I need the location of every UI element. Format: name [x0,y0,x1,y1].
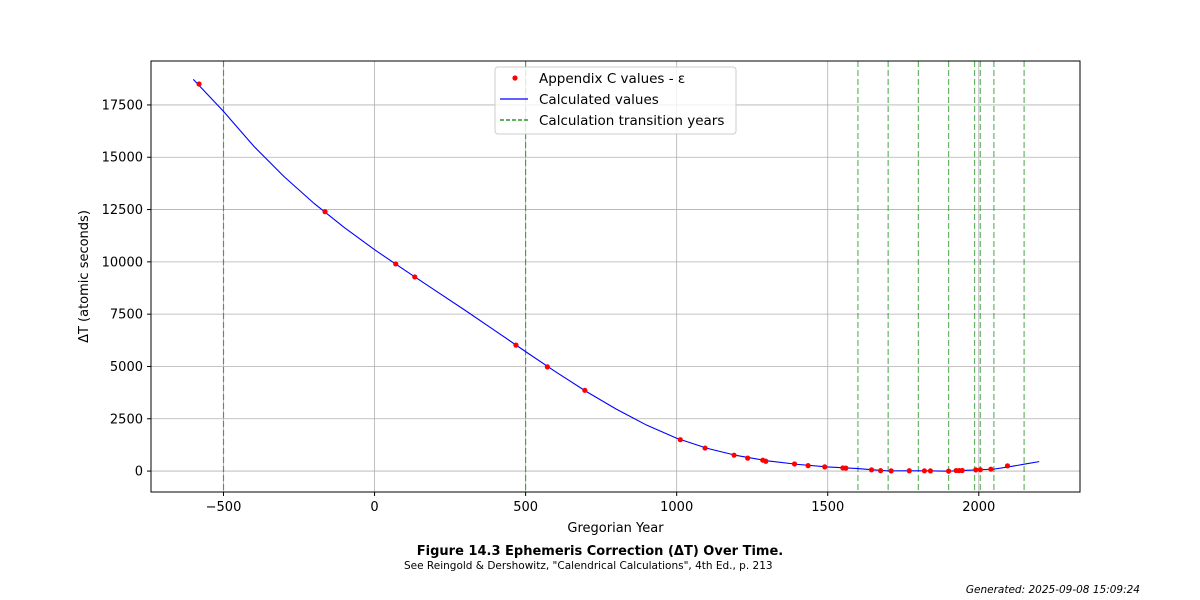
appendix-c-point [822,464,828,470]
legend-box [494,66,737,135]
legend-label-points: Appendix C values - ε [539,71,685,87]
appendix-c-point [959,467,965,474]
plot-frame [150,60,1081,493]
appendix-c-point [927,468,934,474]
x-tick-label: 1000 [660,500,693,515]
x-tick-label: 500 [513,500,538,515]
x-tick-label: −500 [206,500,242,515]
appendix-c-point [763,458,769,464]
x-tick-label: 0 [370,500,378,515]
appendix-c-point [412,274,418,280]
y-tick-label: 5000 [110,360,143,375]
appendix-c-point [977,467,983,473]
y-axis-label: ΔT (atomic seconds) [77,210,92,343]
y-axis-ticks: 0 2500 5000 7500 10000 12500 15000 17500 [102,98,151,480]
y-tick-label: 12500 [102,203,143,218]
calculated-values-series [192,79,1040,472]
appendix-c-point [945,468,952,474]
legend-label-vline: Calculation transition years [539,113,724,129]
appendix-c-point [731,452,737,458]
y-tick-label: 15000 [102,151,143,166]
appendix-c-point [973,467,979,473]
y-tick-label: 2500 [110,412,143,427]
figure-caption-title: Figure 14.3 Ephemeris Correction (ΔT) Ov… [416,544,784,559]
appendix-c-point [196,81,202,87]
x-tick-label: 1500 [811,500,844,515]
y-tick-label: 10000 [102,255,143,270]
appendix-c-point [702,445,708,451]
figure-caption-subtitle: See Reingold & Dershowitz, "Calendrical … [404,560,773,572]
legend: Appendix C values - ε Calculated values … [494,66,737,135]
appendix-c-point [1004,463,1011,469]
appendix-c-point [582,387,588,393]
y-tick-label: 17500 [102,98,143,113]
appendix-c-points [196,81,1011,474]
appendix-c-point [393,261,399,267]
appendix-c-point [791,461,798,467]
appendix-c-point [906,468,912,474]
y-tick-label: 7500 [110,308,143,323]
appendix-c-point [988,466,994,472]
calculated-values-line [192,79,1040,472]
generated-timestamp: Generated: 2025-09-08 15:09:24 [965,584,1140,596]
appendix-c-point [843,465,849,471]
x-axis-ticks: −500 0 500 1000 1500 2000 [206,492,995,515]
x-axis-label: Gregorian Year [567,521,664,536]
appendix-c-point [322,209,328,215]
legend-marker-points [512,75,518,81]
appendix-c-point [677,437,683,443]
appendix-c-point [745,455,751,461]
appendix-c-point [921,468,928,474]
x-tick-label: 2000 [962,500,995,515]
legend-label-line: Calculated values [539,92,659,108]
appendix-c-point [888,468,894,474]
appendix-c-point [878,468,884,474]
y-tick-label: 0 [135,465,143,480]
appendix-c-point [868,467,875,473]
appendix-c-point [544,364,550,370]
appendix-c-point [513,342,519,348]
appendix-c-point [805,463,811,469]
